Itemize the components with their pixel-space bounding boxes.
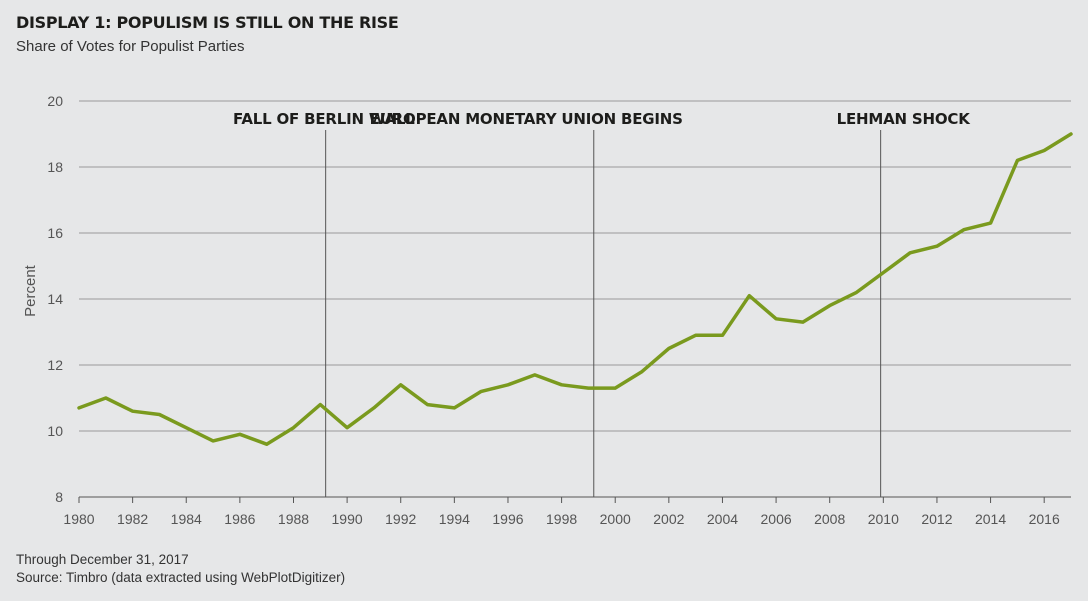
- x-tick-label: 2016: [1029, 511, 1060, 527]
- x-tick-label: 1986: [224, 511, 255, 527]
- x-tick-label: 1996: [492, 511, 523, 527]
- x-tick-label: 1994: [439, 511, 470, 527]
- x-tick-label: 1998: [546, 511, 577, 527]
- event-label: EUROPEAN MONETARY UNION BEGINS: [370, 110, 683, 128]
- series-lines: [77, 132, 1073, 446]
- series-line: [77, 132, 1073, 446]
- x-tick-label: 2006: [761, 511, 792, 527]
- y-tick-label: 18: [47, 159, 63, 175]
- y-tick-label: 8: [55, 489, 63, 505]
- x-tick-label: 1990: [332, 511, 363, 527]
- chart-title: DISPLAY 1: POPULISM IS STILL ON THE RISE: [16, 13, 399, 32]
- x-tick-label: 2004: [707, 511, 738, 527]
- x-tick-label: 1992: [385, 511, 416, 527]
- x-tick-label: 1988: [278, 511, 309, 527]
- footnote-date: Through December 31, 2017: [16, 552, 189, 567]
- x-tick-label: 2008: [814, 511, 845, 527]
- x-tick-label: 1980: [63, 511, 94, 527]
- gridlines: [79, 100, 1071, 432]
- x-tick-label: 2000: [600, 511, 631, 527]
- y-axis-label: Percent: [22, 264, 39, 317]
- x-tick-label: 2002: [653, 511, 684, 527]
- y-tick-label: 10: [47, 423, 63, 439]
- y-tick-label: 12: [47, 357, 63, 373]
- chart-subtitle: Share of Votes for Populist Parties: [16, 38, 245, 55]
- x-tick-label: 1982: [117, 511, 148, 527]
- y-tick-label: 14: [47, 291, 63, 307]
- y-tick-label: 16: [47, 225, 63, 241]
- axes: 8 10 12 14 16 18 20 1980 1982 1984 1986 1988 1990 199…: [47, 93, 1071, 527]
- x-tick-label: 2010: [868, 511, 899, 527]
- event-label: FALL OF BERLIN WALL: [233, 110, 415, 128]
- x-tick-label: 2014: [975, 511, 1006, 527]
- x-tick-label: 2012: [921, 511, 952, 527]
- y-tick-label: 20: [47, 93, 63, 109]
- event-label: LEHMAN SHOCK: [837, 110, 972, 128]
- x-tick-label: 1984: [171, 511, 202, 527]
- footnote-source: Source: Timbro (data extracted using Web…: [16, 570, 346, 585]
